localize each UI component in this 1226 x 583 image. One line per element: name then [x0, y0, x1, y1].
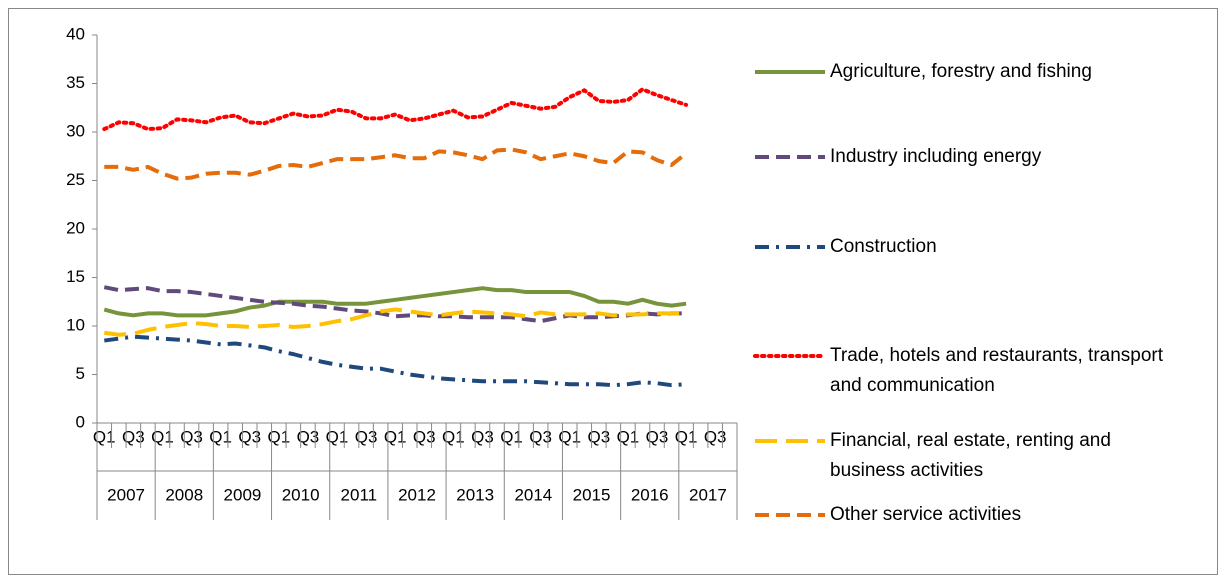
- x-tick-label: Q3: [355, 427, 378, 446]
- x-tick-label: Q3: [238, 427, 261, 446]
- series-line: [103, 286, 687, 318]
- x-tick-label: Q3: [646, 427, 669, 446]
- x-tick-label: Q1: [151, 427, 174, 446]
- x-tick-label: Q1: [267, 427, 290, 446]
- x-group-label: 2013: [456, 485, 494, 504]
- series-line: [102, 87, 689, 132]
- y-tick-label: 35: [66, 73, 85, 92]
- x-group-label: 2009: [224, 485, 262, 504]
- series-line: [104, 334, 687, 388]
- x-group-label: 2012: [398, 485, 436, 504]
- y-tick-label: 25: [66, 170, 85, 189]
- x-tick-label: Q3: [297, 427, 320, 446]
- legend-label: Other service activities: [830, 504, 1022, 525]
- x-group-label: 2011: [341, 485, 378, 504]
- x-tick-label: Q1: [675, 427, 698, 446]
- x-group-label: 2007: [107, 485, 145, 504]
- x-group-label: 2015: [573, 485, 611, 504]
- legend-label: Trade, hotels and restaurants, transport…: [830, 345, 1164, 396]
- y-tick-label: 5: [76, 364, 85, 383]
- legend-label: Industry including energy: [830, 146, 1042, 167]
- x-tick-label: Q1: [93, 427, 116, 446]
- x-tick-label: Q3: [122, 427, 145, 446]
- x-group-label: 2017: [689, 485, 727, 504]
- x-tick-label: Q3: [180, 427, 203, 446]
- x-tick-label: Q1: [384, 427, 407, 446]
- x-tick-label: Q1: [617, 427, 640, 446]
- x-tick-label: Q1: [442, 427, 465, 446]
- x-tick-label: Q3: [529, 427, 552, 446]
- chart-border: [8, 8, 1218, 575]
- legend-label: Agriculture, forestry and fishing: [830, 61, 1092, 82]
- x-tick-label: Q3: [413, 427, 436, 446]
- y-tick-label: 15: [66, 267, 85, 286]
- x-group-label: 2014: [514, 485, 552, 504]
- x-tick-label: Q1: [326, 427, 349, 446]
- x-tick-label: Q3: [587, 427, 610, 446]
- y-tick-label: 0: [76, 412, 85, 431]
- series-line: [104, 307, 687, 337]
- x-tick-label: Q1: [209, 427, 232, 446]
- x-tick-label: Q1: [500, 427, 523, 446]
- series-line: [104, 147, 688, 181]
- x-group-label: 2010: [282, 485, 320, 504]
- legend-label: Construction: [830, 236, 937, 257]
- x-group-label: 2016: [631, 485, 669, 504]
- legend-label: Financial, real estate, renting and busi…: [830, 430, 1111, 481]
- x-tick-label: Q1: [558, 427, 581, 446]
- y-tick-label: 30: [66, 121, 85, 140]
- x-group-label: 2008: [165, 485, 203, 504]
- y-tick-label: 40: [66, 24, 85, 43]
- series-line: [103, 285, 687, 324]
- x-tick-label: Q3: [471, 427, 494, 446]
- y-tick-label: 10: [66, 315, 85, 334]
- x-tick-label: Q3: [704, 427, 727, 446]
- y-tick-label: 20: [66, 218, 85, 237]
